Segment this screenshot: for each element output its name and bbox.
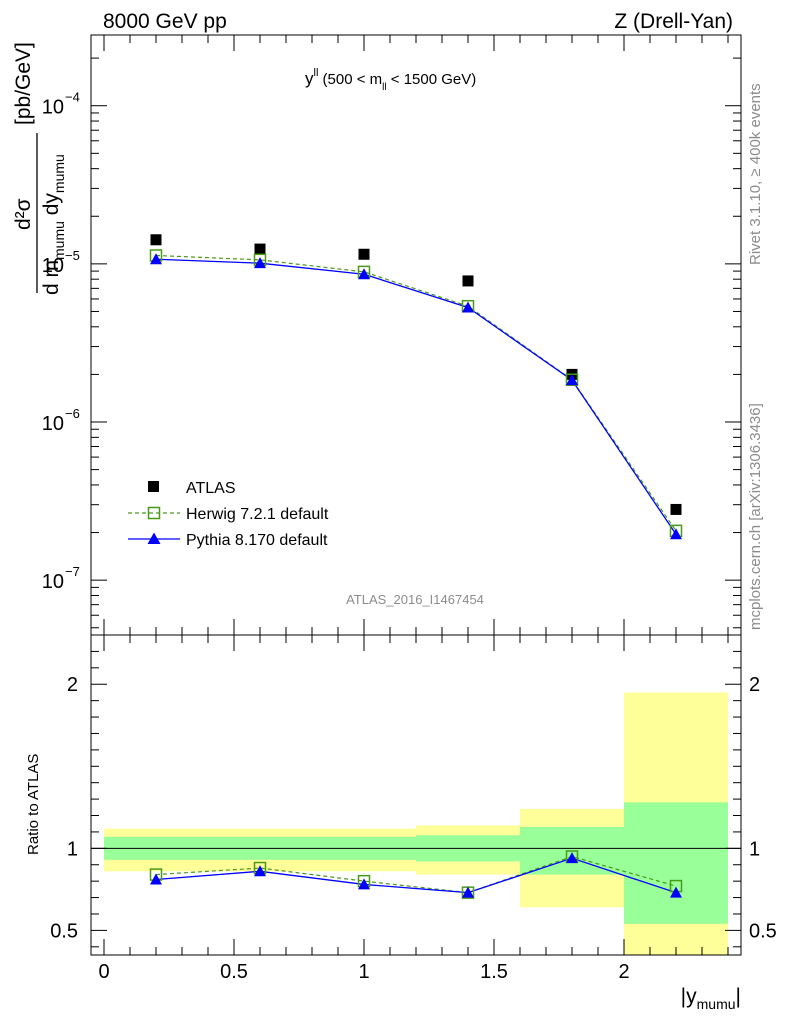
main-ylabel-den-b: dy — [40, 193, 63, 222]
main-ytick-label-exp: −6 — [65, 406, 80, 421]
ratio-xlabel: |ymumu| — [681, 985, 741, 1012]
pythia-point — [150, 253, 162, 265]
rivet-label: Rivet 3.1.10, ≥ 400k events — [747, 83, 764, 265]
atlas-point — [462, 275, 474, 287]
legend-marker-pythia — [147, 532, 161, 544]
ratio-ylabel: Ratio to ATLAS — [25, 754, 42, 855]
legend-marker-herwig — [147, 506, 161, 520]
main-ytick-label-base: 10 — [42, 255, 64, 277]
pythia-point — [566, 374, 578, 386]
ratio-tick-labels: 0.5 0.5 1 1 2 2 0 0.5 1 1.5 2 — [50, 674, 777, 983]
mcplots-label: mcplots.cern.ch [arXiv:1306.3436] — [747, 403, 764, 630]
ratio-pythia-point — [670, 886, 682, 898]
main-ytick-label-exp: −7 — [65, 564, 80, 579]
main-ytick-label-exp: −4 — [65, 90, 80, 105]
main-ytick-label: 10 — [42, 97, 64, 119]
main-ylabel-den-sub1: mumu — [51, 221, 67, 260]
pythia-line — [155, 258, 677, 535]
ratio-axis-ticks — [91, 635, 741, 955]
main-panel: 10−410−510−610−7 yll (500 < mll < 1500 G… — [12, 34, 742, 636]
main-title-paren: (500 < m — [318, 71, 382, 88]
ratio-xlabel-main: |y — [681, 985, 697, 1008]
pythia-point — [254, 257, 266, 269]
header-left-text: 8000 GeV pp — [103, 10, 227, 33]
ratio-xtick-label: 0.5 — [220, 961, 248, 983]
ratio-xlabel-end: | — [736, 985, 741, 1008]
main-ytick-label-exp: −5 — [65, 248, 80, 263]
main-series — [149, 234, 683, 540]
ratio-pythia-point — [358, 878, 370, 890]
main-ytick-label: 10 — [42, 255, 64, 277]
main-axis-ticks — [91, 35, 741, 635]
ratio-frame — [90, 634, 742, 956]
main-title-sub: ll — [382, 82, 386, 93]
ratio-xtick-label: 1 — [358, 961, 369, 983]
ratio-ytick-label-right: 1 — [749, 838, 760, 860]
ratio-pythia-point — [254, 865, 266, 877]
atlas-point — [150, 234, 162, 246]
ratio-pythia-point — [462, 886, 474, 898]
main-ytick-label-base: 10 — [42, 571, 64, 593]
main-ylabel-unit: [pb/GeV] — [12, 42, 35, 125]
atlas-point — [670, 503, 682, 515]
main-ylabel-den-sub2: mumu — [51, 154, 67, 193]
ratio-uncertainty-bands — [104, 692, 728, 955]
header-right-text: Z (Drell-Yan) — [614, 10, 733, 33]
legend-marker-atlas — [148, 481, 159, 492]
pythia-point — [670, 528, 682, 540]
ratio-xlabel-sub: mumu — [697, 996, 736, 1012]
ratio-panel: 0.5 0.5 1 1 2 2 0 0.5 1 1.5 2 Ratio to ATLAS |ymum… — [25, 634, 777, 1012]
legend: ATLAS Herwig 7.2.1 default Pythia 8.170 … — [128, 480, 329, 549]
main-ytick-label-base: 10 — [42, 413, 64, 435]
pythia-point — [462, 301, 474, 313]
ratio-xtick-label: 1.5 — [480, 961, 508, 983]
band-inner — [624, 802, 728, 924]
ratio-pythia-point — [150, 873, 162, 885]
ratio-pythia-line — [155, 857, 677, 894]
ratio-xtick-label: 0 — [98, 961, 109, 983]
ratio-herwig-line — [155, 855, 677, 894]
analysis-watermark: ATLAS_2016_I1467454 — [346, 592, 484, 607]
ratio-ytick-label-left: 0.5 — [50, 920, 78, 942]
main-title-y: y — [305, 69, 314, 88]
ratio-pythia-point — [566, 852, 578, 864]
main-ylabel-den-a: d m — [40, 260, 63, 295]
ratio-ytick-label-left: 2 — [67, 674, 78, 696]
ratio-ytick-label-left: 1 — [67, 838, 78, 860]
main-title-sup: ll — [314, 67, 319, 79]
main-ylabel-denominator: d mmumu dymumu — [40, 154, 67, 295]
atlas-point — [254, 243, 266, 255]
ratio-ytick-label-right: 0.5 — [749, 920, 777, 942]
main-title-end: < 1500 GeV) — [387, 71, 477, 88]
pythia-point — [358, 268, 370, 280]
main-ylabel: d²σ d mmumu dymumu [pb/GeV] — [12, 42, 67, 295]
legend-label-atlas: ATLAS — [186, 480, 236, 497]
ratio-xtick-label: 2 — [618, 961, 629, 983]
main-ytick-label: 10 — [42, 571, 64, 593]
main-ytick-label: 10 — [42, 413, 64, 435]
ratio-series — [149, 850, 683, 899]
legend-label-herwig: Herwig 7.2.1 default — [186, 506, 329, 523]
main-ytick-label-base: 10 — [42, 97, 64, 119]
main-title: yll (500 < mll < 1500 GeV) — [305, 67, 476, 93]
main-ytick-labels: 10−410−510−610−7 — [42, 90, 80, 593]
ratio-ytick-label-right: 2 — [749, 674, 760, 696]
atlas-point — [358, 248, 370, 260]
main-ylabel-numerator: d²σ — [12, 198, 35, 230]
legend-label-pythia: Pythia 8.170 default — [186, 532, 328, 549]
